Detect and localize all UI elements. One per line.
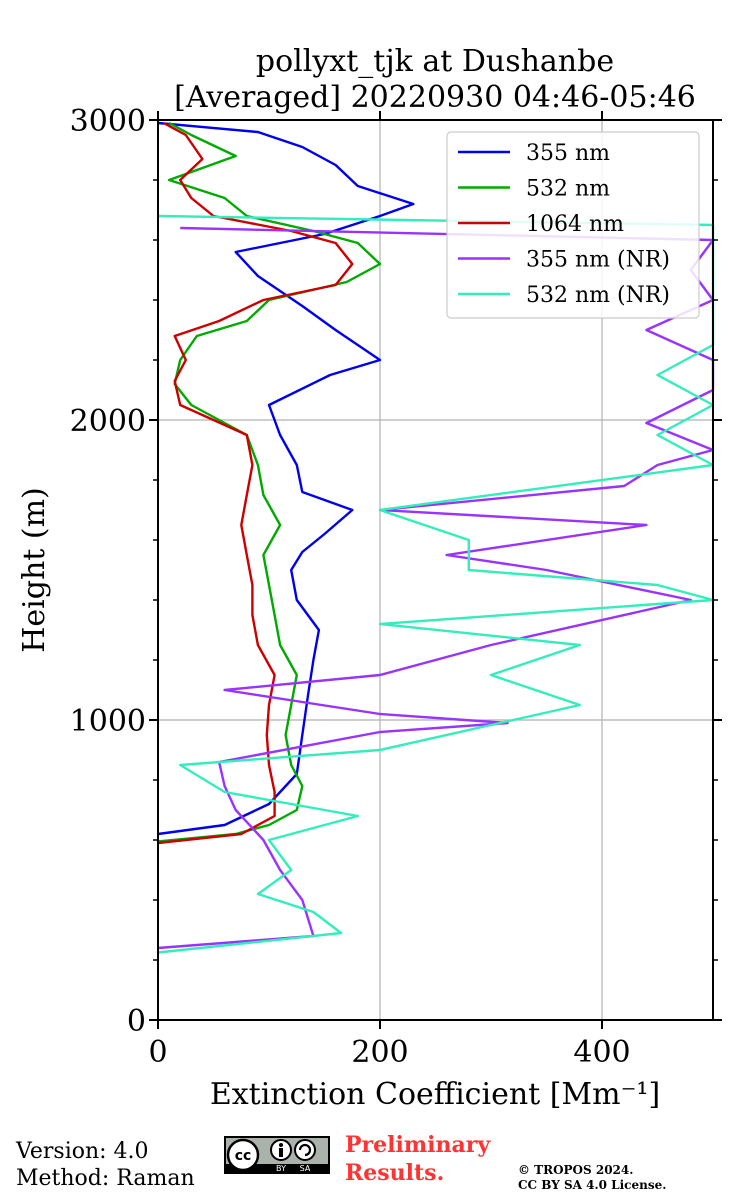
by-text: BY xyxy=(276,1164,286,1173)
chart-title: pollyxt_tjk at Dushanbe xyxy=(256,44,614,79)
method-label: Method: Raman xyxy=(16,1166,195,1191)
preliminary-line2: Results. xyxy=(345,1160,445,1186)
legend-label: 355 nm (NR) xyxy=(526,248,670,273)
cc-text: cc xyxy=(235,1148,252,1164)
cc-by-sa-license-icon: cc BY SA xyxy=(224,1136,330,1174)
y-tick-label: 2000 xyxy=(70,404,146,439)
chart-legend: 355 nm 532 nm 1064 nm 355 nm (NR) 532 nm (NR… xyxy=(446,131,700,319)
y-axis-label: Height (m) xyxy=(17,487,52,652)
axis-ticks: 0 200 400 0 1000 2000 3000 xyxy=(70,104,722,1070)
extinction-chart: pollyxt_tjk at Dushanbe [Averaged] 20220… xyxy=(17,44,722,1112)
legend-label: 532 nm xyxy=(526,177,610,202)
copyright-notice: © TROPOS 2024. CC BY SA 4.0 License. xyxy=(518,1163,666,1193)
preliminary-results-notice: Preliminary Results. xyxy=(345,1131,490,1187)
copyright-line1: © TROPOS 2024. xyxy=(518,1163,634,1177)
legend-label: 532 nm (NR) xyxy=(526,283,670,308)
preliminary-line1: Preliminary xyxy=(345,1132,491,1158)
legend-label: 355 nm xyxy=(526,141,610,166)
x-tick-label: 400 xyxy=(573,1035,630,1070)
y-tick-label: 3000 xyxy=(70,104,146,139)
legend-label: 1064 nm xyxy=(526,212,624,237)
series-line-532-nm-nr- xyxy=(157,214,715,954)
copyright-line2: CC BY SA 4.0 License. xyxy=(518,1178,667,1192)
sa-text: SA xyxy=(300,1164,311,1173)
series-line-355-nm xyxy=(157,121,415,836)
version-label: Version: 4.0 xyxy=(16,1139,149,1164)
x-tick-label: 200 xyxy=(351,1035,408,1070)
series-line-355-nm-nr- xyxy=(157,226,715,950)
series-line-1064-nm xyxy=(157,121,354,845)
y-tick-label: 0 xyxy=(127,1004,146,1039)
y-tick-label: 1000 xyxy=(70,704,146,739)
x-tick-label: 0 xyxy=(148,1035,167,1070)
x-axis-label: Extinction Coefficient [Mm⁻¹] xyxy=(210,1077,660,1112)
plot-frame xyxy=(157,119,714,1021)
chart-subtitle: [Averaged] 20220930 04:46-05:46 xyxy=(174,80,696,115)
legend-box xyxy=(446,131,700,319)
